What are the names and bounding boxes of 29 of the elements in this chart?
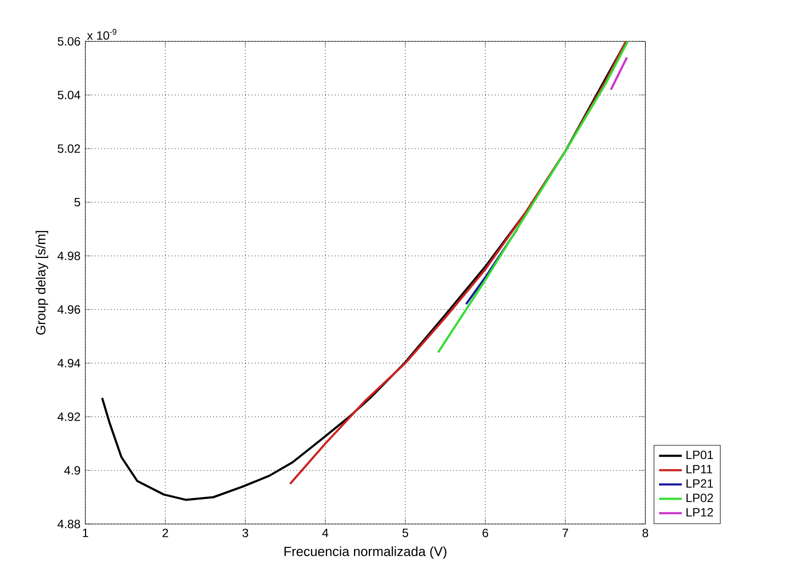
- legend-label: LP12: [686, 508, 713, 516]
- y-tick-label: 5: [74, 198, 80, 206]
- line-series: [465, 228, 518, 306]
- x-tick-label: 2: [162, 528, 168, 538]
- x-axis-title: Frecuencia normalizada (V): [284, 546, 446, 559]
- y-tick-label: 5.02: [58, 144, 80, 153]
- legend-label: LP01: [686, 450, 713, 460]
- y-axis-title: Group delay [s/m]: [36, 231, 48, 335]
- text: x 10$^{-9}$: [87, 28, 116, 40]
- y-tick-label: 4.96: [58, 305, 80, 314]
- x-tick-label: 8: [642, 528, 648, 538]
- x-tick-label: 1: [82, 528, 88, 537]
- x-tick-label: 6: [482, 528, 488, 538]
- y-tick-label: 5.04: [58, 90, 80, 100]
- y-tick-label: 4.98: [58, 252, 80, 260]
- x-tick-label: 4: [322, 528, 328, 537]
- x-tick-label: 7: [562, 528, 568, 537]
- y-tick-label: 4.9: [64, 466, 80, 475]
- x-tick-label: 5: [402, 528, 408, 538]
- y-tick-label: 5.06: [58, 37, 80, 46]
- legend-label: LP11: [686, 465, 712, 474]
- y-tick-label: 4.94: [58, 358, 80, 368]
- legend-label: LP02: [686, 494, 713, 502]
- y-tick-label: 4.88: [58, 520, 80, 528]
- legend-label: LP21: [686, 479, 713, 488]
- y-tick-label: 4.92: [58, 412, 80, 421]
- line-series: [437, 40, 629, 354]
- x-tick-label: 3: [242, 528, 248, 538]
- line-series: [289, 40, 628, 485]
